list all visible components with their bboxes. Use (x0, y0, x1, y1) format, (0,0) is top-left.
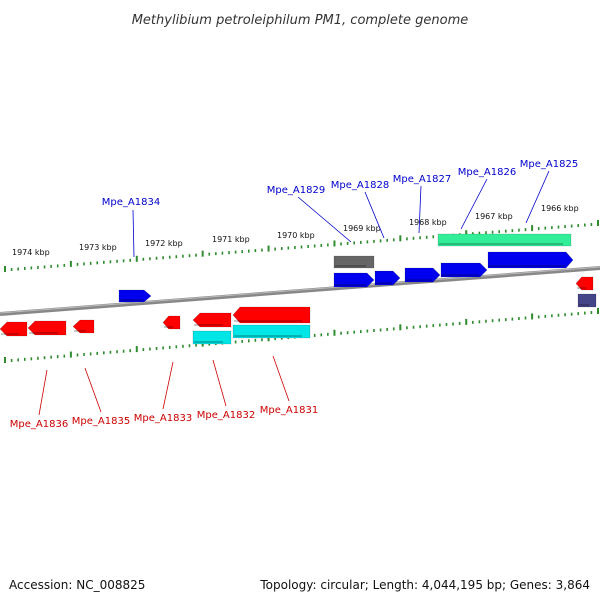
gene-label-plus: Mpe_A1825 (520, 159, 578, 170)
feature-gray-shade (335, 265, 366, 267)
gene-mpe-a1829-shade (335, 284, 366, 286)
scale-label: 1969 kbp (343, 224, 381, 233)
upper-tick-track (4, 220, 599, 272)
gene-mpe-a1825 (487, 251, 574, 269)
gene-label-plus: Mpe_A1827 (393, 174, 451, 185)
map-title: Methylibium petroleiphilum PM1, complete… (132, 13, 469, 28)
feature-gray (333, 255, 375, 269)
scale-labels: 1974 kbp 1973 kbp 1972 kbp 1971 kbp 1970 kbp… (12, 204, 579, 257)
gene-label-minus: Mpe_A1831 (260, 405, 318, 416)
feature-slate-shade (579, 304, 589, 306)
callout-line (38, 369, 48, 416)
gene-mpe-a1832 (192, 312, 232, 328)
gene-mpe-a1836-shade (1, 333, 19, 335)
gene-mpe-a1833 (162, 315, 181, 330)
gene-mpe-a1826 (440, 262, 488, 278)
gene-mpe-a1834-shade (120, 299, 143, 301)
rna-feature-b-shade (234, 335, 302, 337)
gene-mpe-a1828-shade (376, 282, 392, 284)
callout-line (272, 355, 290, 402)
scale-label: 1967 kbp (475, 212, 513, 221)
callout-line (364, 191, 385, 239)
gene-mpe-a1832-shade (194, 324, 223, 326)
gene-mpe-a1836 (0, 321, 28, 337)
scale-label: 1966 kbp (541, 204, 579, 213)
scale-label: 1972 kbp (145, 239, 183, 248)
gene-label-plus: Mpe_A1834 (102, 197, 160, 208)
scale-label: 1971 kbp (212, 235, 250, 244)
gene-mpe-a1827-shade (406, 279, 432, 281)
callout-line (418, 185, 422, 234)
gene-mpe-a1828 (374, 270, 401, 286)
scale-label: 1973 kbp (79, 243, 117, 252)
callout-line (162, 361, 174, 410)
gene-mpe-a1834 (118, 289, 152, 303)
gene-mpe-a1825-shade (489, 265, 565, 267)
scale-label: 1974 kbp (12, 248, 50, 257)
gene-edge-shade (577, 287, 587, 289)
genome-backbone-highlight (0, 266, 600, 314)
feature-green (437, 233, 572, 247)
rna-feature-b (232, 324, 311, 339)
genome-backbone (0, 266, 600, 316)
feature-track (0, 233, 597, 345)
callout-line (460, 178, 488, 230)
gene-mpe-a1826-shade (442, 274, 479, 276)
scale-label: 1970 kbp (277, 231, 315, 240)
gene-mpe-a1829 (333, 272, 375, 288)
gene-label-plus: Mpe_A1828 (331, 180, 389, 191)
gene-edge (575, 276, 594, 291)
callout-line (212, 359, 227, 407)
feature-green-shade (439, 243, 563, 245)
gene-label-plus: Mpe_A1829 (267, 185, 325, 196)
gene-mpe-a1835 (27, 320, 67, 336)
gene-mpe-a1834b (72, 319, 95, 334)
gene-mpe-a1835-shade (29, 332, 58, 334)
gene-label-minus: Mpe_A1836 (10, 419, 68, 430)
scale-label: 1968 kbp (409, 218, 447, 227)
gene-label-minus: Mpe_A1835 (72, 416, 130, 427)
gene-mpe-a1834b-shade (74, 330, 86, 332)
gene-callouts: Mpe_A1834 Mpe_A1829 Mpe_A1828 Mpe_A1827 Mpe_… (10, 159, 578, 430)
genome-summary-text: Topology: circular; Length: 4,044,195 bp… (260, 578, 590, 592)
gene-label-plus: Mpe_A1826 (458, 167, 516, 178)
rna-feature-a (192, 330, 232, 345)
gene-mpe-a1831-shade (234, 320, 302, 322)
callout-line (132, 209, 135, 258)
gene-label-minus: Mpe_A1833 (134, 413, 192, 424)
feature-slate (577, 293, 597, 308)
callout-line (84, 367, 102, 413)
accession-text: Accession: NC_008825 (9, 578, 146, 592)
callout-line (525, 170, 550, 224)
callout-line (297, 196, 352, 243)
gene-mpe-a1833-shade (164, 326, 174, 328)
gene-mpe-a1827 (404, 267, 441, 283)
rna-feature-a-shade (194, 341, 223, 343)
gene-mpe-a1831 (232, 306, 311, 324)
gene-label-minus: Mpe_A1832 (197, 410, 255, 421)
